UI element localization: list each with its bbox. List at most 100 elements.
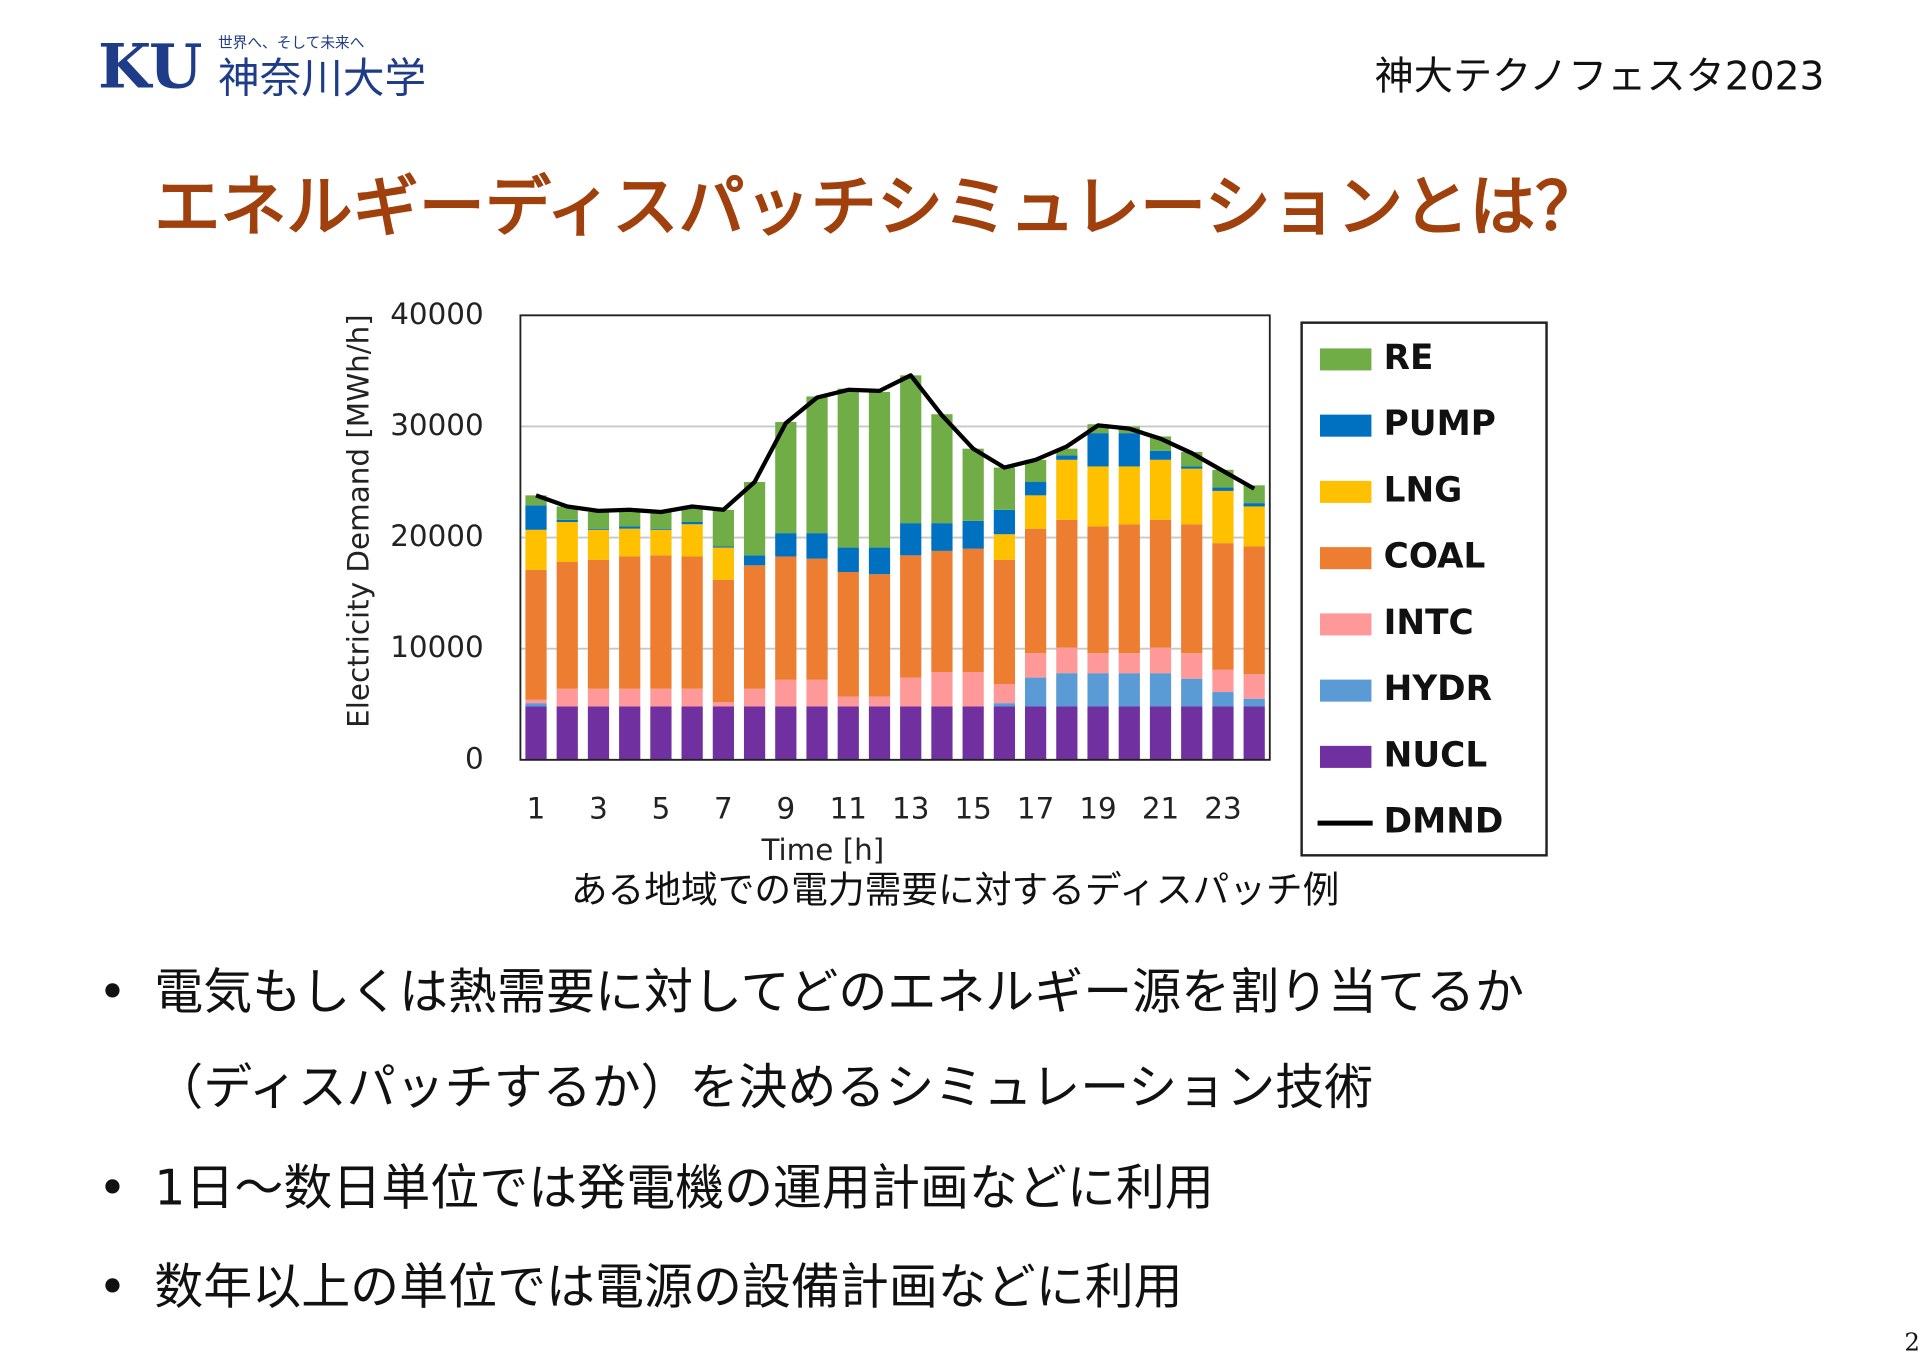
legend-label: RE (1384, 338, 1434, 378)
bar-segment (1024, 482, 1047, 496)
logo-mark: KU (98, 32, 202, 103)
plot-frame (519, 314, 1271, 761)
bar-segment (775, 706, 797, 760)
bar-segment (868, 392, 891, 548)
bar-segment (587, 512, 610, 529)
x-tick-label: 21 (1142, 792, 1179, 826)
bar-segment (1181, 706, 1203, 760)
bar-segment (1118, 653, 1140, 674)
bar-segment (1243, 706, 1265, 760)
x-tick-label: 7 (714, 792, 733, 826)
bar-segment (681, 507, 703, 523)
bar-segment (650, 512, 672, 529)
bar-segment (993, 684, 1016, 704)
bar-segment (1024, 706, 1047, 760)
legend-box (1300, 321, 1548, 857)
bar-segment (1118, 466, 1140, 525)
bar-segment (743, 555, 766, 566)
bar-segment (619, 528, 641, 557)
page-number: 2 (1904, 1327, 1920, 1356)
bar-segment (556, 562, 578, 689)
bar-segment (1024, 653, 1047, 678)
bar-segment (1149, 673, 1172, 707)
x-tick-label: 9 (776, 792, 795, 826)
x-tick-label: 5 (652, 792, 671, 826)
bar-segment (931, 672, 953, 707)
bar-segment (993, 534, 1016, 560)
bar-segment (900, 555, 922, 678)
x-tick-label: 1 (527, 792, 546, 826)
bar-segment (962, 706, 984, 760)
legend-swatch (1320, 613, 1372, 636)
bar-segment (525, 529, 547, 570)
bar-segment (806, 396, 828, 534)
legend-swatch (1320, 348, 1372, 371)
bar-segment (1118, 524, 1140, 654)
bar-segment (1212, 487, 1234, 491)
x-tick-label: 19 (1079, 792, 1116, 826)
bar-segment (1087, 526, 1109, 654)
bar-segment (525, 569, 547, 700)
bar-segment (1087, 706, 1109, 760)
bar-segment (837, 547, 859, 573)
bar-segment (556, 706, 578, 760)
bar-segment (1181, 466, 1203, 469)
bar-segment (775, 533, 797, 557)
event-name: 神大テクノフェスタ2023 (1375, 55, 1825, 100)
bar-segment (681, 524, 703, 557)
bar-segment (931, 706, 953, 760)
bar-segment (1212, 669, 1234, 693)
bar-segment (525, 505, 547, 530)
bar-segment (1087, 424, 1109, 434)
bar-segment (993, 509, 1016, 535)
bar-segment (743, 565, 766, 689)
bar-segment (1087, 653, 1109, 674)
bar-segment (1024, 528, 1047, 654)
demand-line (535, 373, 1256, 515)
bullet-mark: • (98, 1259, 127, 1316)
logo-tagline: 世界へ、そして未来へ (218, 34, 364, 51)
y-tick-label: 0 (465, 741, 484, 775)
y-axis-title: Electricity Demand [MWh/h] (342, 314, 376, 728)
bar-segment (993, 706, 1016, 760)
bar-segment (587, 529, 610, 560)
bar-segment (650, 528, 672, 530)
bar-segment (1056, 647, 1078, 674)
bar-segment (1118, 673, 1140, 707)
bar-segment (1149, 706, 1172, 760)
bar-segment (556, 519, 578, 523)
bar-segment (587, 706, 610, 760)
bar-segment (1212, 692, 1234, 707)
y-tick-label: 30000 (390, 408, 483, 442)
bar-segment (931, 550, 953, 673)
bar-segment (993, 559, 1016, 685)
bar-segment (900, 706, 922, 760)
bar-segment (681, 522, 703, 525)
legend-label: DMND (1384, 802, 1504, 842)
bar-segment (1181, 653, 1203, 679)
bar-segment (1087, 673, 1109, 707)
bar-segment (743, 706, 766, 760)
bar-segment (1087, 466, 1109, 527)
bar-segment (962, 548, 984, 673)
bar-segment (619, 688, 641, 707)
bar-segment (556, 688, 578, 707)
x-axis-title: Time [h] (760, 833, 884, 867)
legend-swatch (1320, 414, 1372, 437)
y-tick-label: 10000 (390, 630, 483, 664)
legend-swatch (1320, 745, 1372, 768)
bar-segment (712, 547, 734, 580)
legend-label: NUCL (1384, 735, 1487, 775)
bullet-text: 1日～数日単位では発電機の運用計画などに利用 (154, 1159, 1214, 1216)
bar-segment (775, 556, 797, 680)
y-tick-label: 40000 (390, 297, 483, 331)
bar-segment (1149, 459, 1172, 520)
bar-segment (1024, 677, 1047, 707)
legend-label: COAL (1384, 537, 1486, 577)
bullet-mark: • (98, 1159, 127, 1216)
bar-segment (556, 506, 578, 520)
bar-segment (1181, 524, 1203, 654)
bar-segment (806, 533, 828, 559)
chart-caption: ある地域での電力需要に対するディスパッチ例 (571, 869, 1340, 912)
